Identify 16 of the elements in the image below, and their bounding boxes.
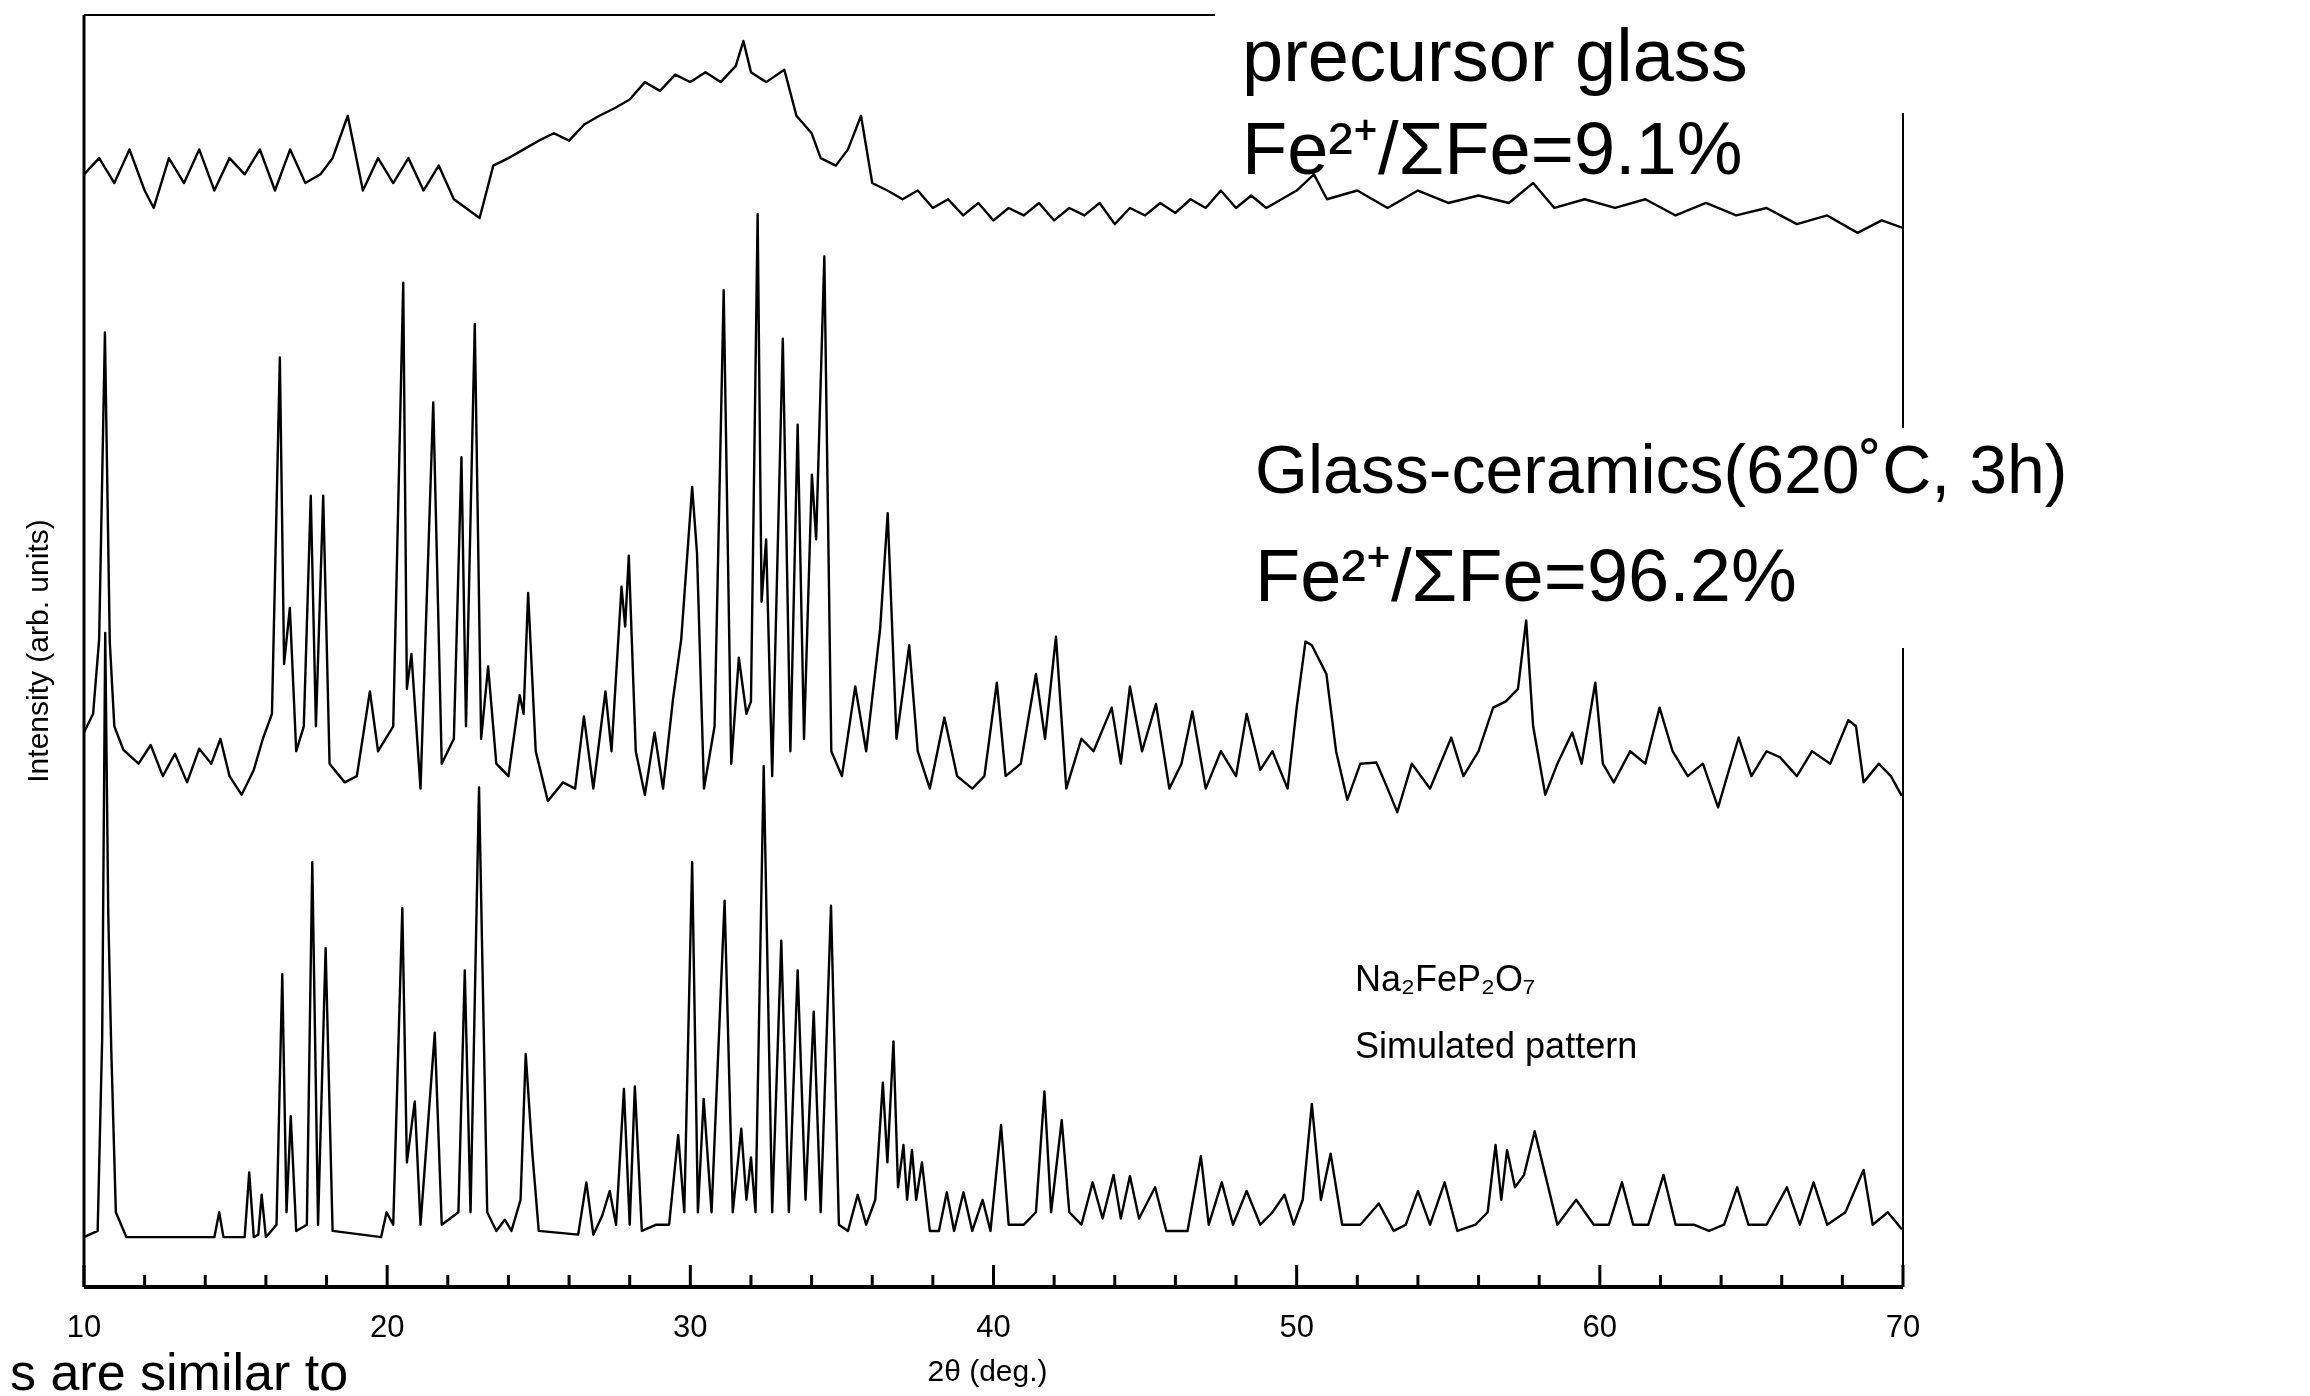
x-tick-label: 40 (976, 1309, 1011, 1344)
annotation: Na₂FeP₂O₇ (1355, 958, 1536, 999)
x-tick-label: 10 (66, 1309, 102, 1344)
y-axis-title: Intensity (arb. units) (21, 519, 54, 783)
text: s are similar to (10, 1343, 349, 1396)
x-tick-label: 50 (1279, 1309, 1314, 1344)
annotation: precursor glass (1242, 14, 1748, 97)
annotation: Fe²⁺/ΣFe=9.1% (1242, 107, 1743, 190)
annotation: Fe²⁺/ΣFe=96.2% (1255, 534, 1797, 617)
x-axis-title: 2θ (deg.) (927, 1354, 1048, 1387)
x-tick-label: 60 (1582, 1309, 1618, 1344)
annotation: Glass-ceramics(620˚C, 3h) (1255, 431, 2068, 507)
x-tick-label: 30 (673, 1309, 708, 1344)
x-tick-label: 20 (369, 1309, 405, 1344)
x-tick-label: 70 (1885, 1309, 1921, 1344)
annotation: Simulated pattern (1355, 1025, 1638, 1066)
